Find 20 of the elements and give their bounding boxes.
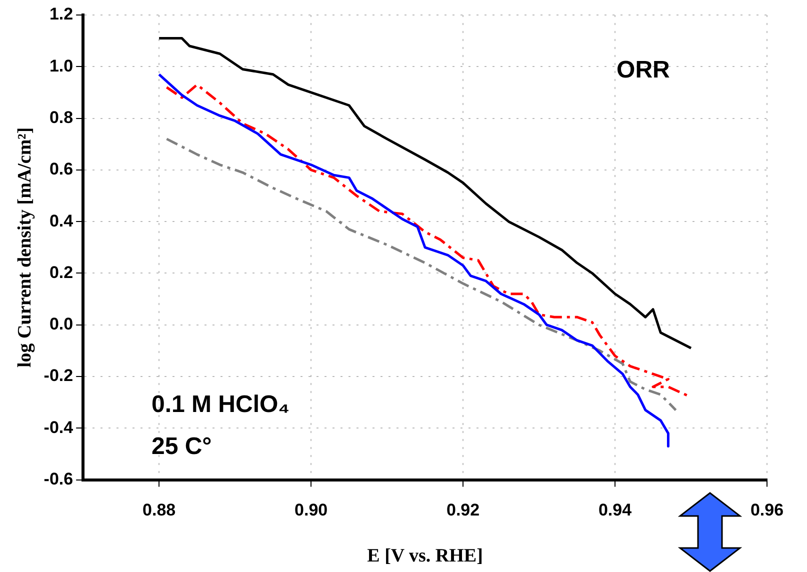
y-axis-title: log Current density [mA/cm²] <box>14 127 36 368</box>
y-tick-label: -0.4 <box>44 418 74 437</box>
annotation: ORR <box>616 56 670 84</box>
y-tick-label: 0.6 <box>49 160 74 179</box>
y-tick-label: 1.0 <box>49 56 74 76</box>
y-tick-label: 0.4 <box>49 211 74 230</box>
y-tick-label: 0.2 <box>49 262 74 282</box>
x-axis-title: E [V vs. RHE] <box>367 546 483 567</box>
annotation: 25 C° <box>151 432 212 460</box>
x-tick-label: 0.96 <box>750 500 784 520</box>
y-tick-label: 0.8 <box>49 108 74 127</box>
x-tick-label: 0.94 <box>598 500 632 520</box>
y-tick-label: 1.2 <box>49 4 74 24</box>
y-tick-label: 0.0 <box>49 314 74 334</box>
y-tick-label: -0.2 <box>44 366 74 386</box>
x-tick-label: 0.90 <box>294 500 328 520</box>
x-tick-label: 0.92 <box>446 500 480 520</box>
x-tick-label: 0.88 <box>142 500 176 520</box>
annotation: 0.1 M HClO₄ <box>151 391 290 418</box>
y-tick-label: -0.6 <box>44 469 74 488</box>
